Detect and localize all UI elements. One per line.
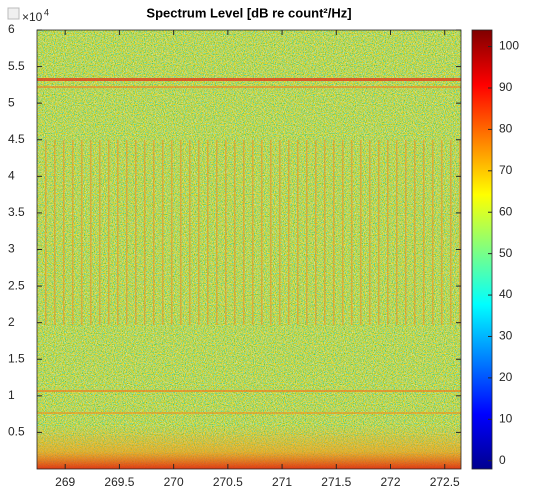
y-exponent-base: ×10 [22, 10, 43, 24]
y-tick-label: 1.5 [8, 351, 25, 365]
colorbar-tick-label: 10 [499, 411, 513, 425]
y-tick-label: 2.5 [8, 278, 25, 292]
y-tick-label: 1 [8, 388, 15, 402]
x-tick-label: 269 [55, 475, 75, 489]
y-tick-label: 3.5 [8, 205, 25, 219]
colorbar-tick-label: 30 [499, 329, 513, 343]
y-tick-label: 6 [8, 22, 15, 36]
y-tick-label: 3 [8, 242, 15, 256]
x-tick-label: 272.5 [430, 475, 460, 489]
spectrogram-image [37, 30, 461, 469]
x-tick-label: 272 [380, 475, 400, 489]
x-tick-label: 270.5 [213, 475, 243, 489]
y-tick-label: 4.5 [8, 132, 25, 146]
colorbar-tick-label: 70 [499, 163, 513, 177]
colorbar-tick-label: 100 [499, 39, 519, 53]
y-exponent: 4 [44, 7, 49, 17]
y-tick-label: 5 [8, 95, 15, 109]
colorbar-tick-label: 50 [499, 246, 513, 260]
chart-title: Spectrum Level [dB re count²/Hz] [146, 5, 351, 20]
x-tick-label: 271.5 [321, 475, 351, 489]
toolbar-icon[interactable] [7, 7, 20, 20]
colorbar [471, 29, 493, 470]
x-tick-label: 270 [164, 475, 184, 489]
y-tick-label: 2 [8, 315, 15, 329]
x-tick-label: 271 [272, 475, 292, 489]
colorbar-tick-label: 90 [499, 80, 513, 94]
x-tick-label: 269.5 [104, 475, 134, 489]
colorbar-tick-label: 80 [499, 122, 513, 136]
colorbar-tick-label: 60 [499, 204, 513, 218]
y-tick-label: 0.5 [8, 425, 25, 439]
colorbar-tick-label: 20 [499, 370, 513, 384]
colorbar-tick-label: 40 [499, 287, 513, 301]
y-tick-label: 5.5 [8, 59, 25, 73]
colorbar-tick-label: 0 [499, 453, 506, 467]
y-tick-label: 4 [8, 169, 15, 183]
